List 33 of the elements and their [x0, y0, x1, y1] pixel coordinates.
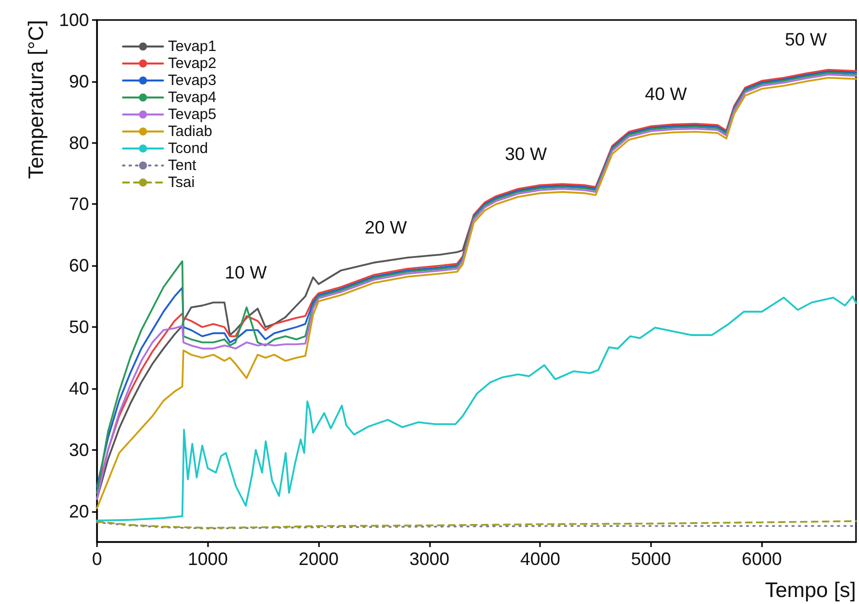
legend-label: Tevap3	[168, 72, 216, 89]
x-tick-label: 1000	[188, 549, 228, 569]
annotation: 30 W	[504, 144, 547, 164]
y-tick-label: 70	[68, 194, 89, 214]
annotation: 10 W	[224, 262, 267, 282]
annotation: 20 W	[364, 218, 407, 238]
line-series	[96, 295, 857, 522]
y-tick-label: 20	[68, 501, 89, 522]
annotation: 40 W	[644, 84, 687, 104]
y-tick-label: 80	[68, 132, 89, 153]
legend-label: Tsai	[168, 174, 195, 191]
y-axis-title: Temperatura [°C]	[25, 20, 48, 179]
x-tick-label: 3000	[409, 549, 450, 569]
x-axis-title: Tempo [s]	[764, 579, 856, 602]
legend-label: Tevap4	[168, 89, 216, 106]
y-tick-label: 100	[58, 10, 89, 30]
legend-label: Tevap1	[168, 38, 216, 55]
x-tick-label: 5000	[630, 549, 672, 569]
legend-label: Tevap2	[168, 55, 216, 72]
annotation: 50 W	[784, 30, 827, 50]
x-tick-label: 4000	[520, 549, 560, 569]
y-tick-label: 50	[68, 317, 89, 338]
legend-label: Tadiab	[168, 123, 212, 140]
legend-label: Tcond	[168, 140, 208, 157]
x-tick-label: 2000	[298, 549, 339, 569]
y-tick-label: 60	[68, 256, 89, 276]
legend-label: Tent	[168, 157, 198, 174]
y-tick-label: 30	[68, 440, 89, 460]
y-tick-label: 40	[68, 378, 89, 398]
x-tick-label: 0	[92, 549, 102, 569]
x-tick-label: 6000	[742, 549, 782, 569]
legend-label: Tevap5	[168, 106, 216, 123]
y-tick-label: 90	[68, 71, 89, 92]
